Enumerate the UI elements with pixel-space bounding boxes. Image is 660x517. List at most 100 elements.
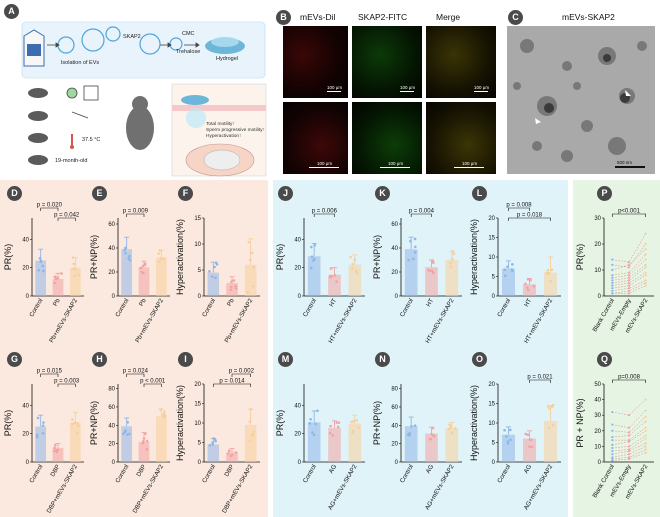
- data-point: [644, 242, 647, 246]
- data-point: [337, 421, 341, 424]
- panel-label-p: P: [597, 186, 612, 201]
- pair-line: [612, 430, 646, 446]
- y-tick-label: 40: [294, 237, 301, 243]
- data-point: [328, 431, 332, 435]
- x-tick-label: AG: [425, 463, 436, 474]
- x-tick-label: Pb: [226, 297, 236, 308]
- data-point: [506, 441, 510, 445]
- data-point: [432, 261, 435, 264]
- data-point: [53, 281, 56, 285]
- data-point: [627, 440, 631, 443]
- data-point: [145, 448, 149, 451]
- panel-label-o: O: [472, 352, 487, 367]
- y-tick-label: 60: [391, 405, 398, 411]
- y-tick-label: 15: [194, 216, 201, 222]
- x-tick-label: Control: [399, 298, 415, 319]
- y-tick-label: 5: [198, 268, 202, 274]
- pair-line: [612, 427, 646, 441]
- data-point: [508, 428, 512, 432]
- data-point: [35, 435, 39, 439]
- significance-bracket: [57, 383, 76, 387]
- data-point: [627, 289, 631, 292]
- data-point: [547, 271, 551, 275]
- scale-bar: [309, 167, 339, 168]
- data-point: [71, 256, 75, 259]
- data-point: [41, 264, 45, 268]
- data-point: [71, 423, 74, 426]
- y-tick-label: 0: [26, 460, 30, 466]
- y-tick-label: 5: [198, 441, 202, 447]
- data-point: [351, 429, 355, 433]
- panel-label-f: F: [178, 186, 193, 201]
- bar: [328, 427, 341, 462]
- significance-bracket: [529, 379, 551, 383]
- y-axis-label: PR(%): [275, 410, 285, 437]
- x-tick-label: Control: [114, 298, 130, 319]
- data-point: [546, 268, 550, 272]
- data-point: [611, 410, 614, 414]
- y-tick-label: 0: [198, 460, 202, 466]
- data-point: [549, 280, 552, 283]
- bar: [404, 249, 418, 296]
- data-point: [644, 434, 647, 437]
- data-point: [350, 420, 353, 424]
- data-point: [627, 261, 631, 264]
- pair-line: [612, 416, 646, 433]
- data-point: [77, 273, 81, 277]
- data-point: [627, 287, 631, 290]
- y-tick-label: 15: [194, 402, 201, 408]
- y-axis-label: PR+NP(%): [372, 401, 382, 445]
- x-tick-label: HT: [328, 297, 338, 308]
- skap2-label: SKAP2: [123, 34, 141, 40]
- data-point: [230, 453, 234, 457]
- milk-carton-icon: [23, 29, 45, 67]
- temperature-label: 37.5 °C: [82, 137, 101, 143]
- data-point: [611, 439, 614, 442]
- data-point: [551, 403, 555, 407]
- bar: [138, 441, 150, 462]
- y-tick-label: 20: [108, 442, 115, 448]
- bar: [155, 416, 167, 462]
- data-point: [123, 248, 126, 252]
- pair-line: [612, 435, 646, 449]
- y-axis-label: PR+NP(%): [372, 235, 382, 279]
- significance-bracket: [57, 217, 76, 221]
- data-point: [524, 282, 527, 286]
- data-point: [627, 414, 631, 417]
- data-point: [329, 267, 333, 270]
- data-point: [214, 261, 218, 265]
- data-point: [627, 431, 631, 434]
- green-panel-background: [573, 180, 660, 517]
- data-point: [142, 271, 145, 275]
- pair-line: [612, 438, 646, 452]
- data-point: [627, 274, 631, 277]
- x-tick-label: Pb: [138, 297, 148, 308]
- data-point: [126, 420, 130, 424]
- data-point: [75, 431, 79, 435]
- y-tick-label: 40: [22, 237, 29, 243]
- y-tick-label: 40: [391, 423, 398, 429]
- significance-bracket: [40, 373, 59, 377]
- data-point: [430, 269, 434, 273]
- data-point: [143, 263, 147, 267]
- p-value-label: p = 0.018: [517, 213, 543, 219]
- y-tick-label: 40: [108, 246, 115, 252]
- data-point: [528, 445, 531, 448]
- data-point: [503, 428, 506, 432]
- p-value-label: p = 0.015: [37, 369, 63, 375]
- data-point: [234, 284, 237, 288]
- data-point: [312, 433, 316, 437]
- x-tick-label: Control: [28, 464, 44, 485]
- data-point: [211, 441, 214, 444]
- significance-bracket: [40, 207, 59, 211]
- data-point: [644, 266, 647, 269]
- data-point: [37, 268, 41, 272]
- y-axis-label: PR+NP(%): [89, 235, 99, 279]
- significance-bracket: [612, 379, 646, 383]
- y-tick-label: 80: [391, 387, 398, 393]
- bar: [543, 272, 558, 296]
- data-point: [611, 443, 614, 446]
- data-point: [226, 452, 230, 456]
